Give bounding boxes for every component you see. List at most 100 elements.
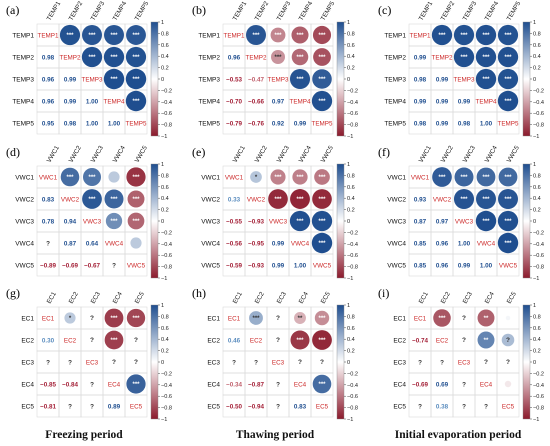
- panel-i: (i) EC1 EC2 EC3 EC4 EC5 EC1 EC2 EC3 EC4 EC5 EC1 ***?…: [378, 286, 544, 423]
- significance-mark: ***: [132, 382, 140, 388]
- diagonal-label: VWC4: [477, 241, 496, 248]
- correlation-circle: [476, 167, 496, 187]
- significance-mark: ***: [504, 197, 512, 203]
- colorbar-tick-label: 0.4: [161, 337, 169, 343]
- correlation-circle: [497, 90, 519, 112]
- significance-mark: ***: [460, 33, 468, 39]
- significance-mark: ***: [110, 219, 118, 225]
- row-tick-label: VWC2: [15, 197, 34, 204]
- colorbar-tick-label: 0.4: [533, 54, 541, 60]
- colorbar-tick-label: 0.6: [347, 185, 355, 191]
- row-tick-label: VWC4: [201, 241, 220, 248]
- colorbar-tick-label: 0: [533, 77, 536, 83]
- colorbar-tick-label: −0.4: [161, 100, 172, 106]
- column-tick-label: TEMP5: [320, 0, 337, 22]
- significance-mark: ***: [318, 33, 326, 39]
- coefficient-label: 0.96: [436, 263, 449, 270]
- column-tick-label: TEMP1: [46, 0, 63, 22]
- correlation-circle: [505, 315, 511, 321]
- correlation-circle: [311, 210, 333, 232]
- coefficient-label: 0.99: [272, 263, 285, 270]
- colorbar-tick-label: −1: [161, 276, 167, 282]
- significance-mark: ?: [320, 359, 324, 366]
- correlation-circle: [313, 48, 331, 66]
- correlation-circle: [126, 167, 146, 187]
- significance-mark: ***: [88, 33, 96, 39]
- correlation-circle: [475, 68, 497, 90]
- correlation-circle: [60, 167, 80, 187]
- coefficient-label: ?: [254, 360, 258, 367]
- colorbar-tick-label: 0: [533, 360, 536, 366]
- coefficient-label: 0.98: [42, 55, 55, 62]
- grid-cell: [124, 394, 148, 418]
- correlation-circle: [312, 374, 332, 394]
- significance-mark: ***: [318, 175, 326, 181]
- colorbar-tick-label: 1: [347, 20, 350, 26]
- panel-g: (g) EC1 EC2 EC3 EC4 EC5 EC1 EC2 EC3 EC4 EC5 EC1 *? **…: [6, 286, 172, 423]
- column-tick-label: TEMP3: [462, 0, 479, 22]
- colorbar-tick-label: −0.2: [533, 88, 544, 94]
- correlation-circle: [453, 24, 475, 46]
- significance-mark: ***: [318, 338, 326, 344]
- significance-mark: ***: [504, 33, 512, 39]
- coefficient-label: 0.69: [436, 382, 449, 389]
- coefficient-label: ?: [462, 382, 466, 389]
- column-tick-label: EC1: [418, 290, 430, 305]
- significance-mark: ***: [460, 197, 468, 203]
- colorbar-tick-label: 1: [533, 303, 536, 309]
- coefficient-label: 0.85: [414, 263, 427, 270]
- coefficient-label: ?: [68, 404, 72, 411]
- colorbar-tick-label: −0.6: [347, 111, 358, 117]
- coefficient-label: 1.00: [480, 121, 493, 128]
- significance-mark: ***: [132, 175, 140, 181]
- column-tick-label: EC1: [232, 290, 244, 305]
- diagonal-label: TEMP4: [290, 99, 311, 106]
- coefficient-label: −0.66: [248, 99, 264, 106]
- coefficient-label: ?: [462, 404, 466, 411]
- row-tick-label: EC2: [207, 338, 220, 345]
- colorbar-tick-label: −0.8: [347, 265, 358, 271]
- correlation-circle: [82, 189, 102, 209]
- colorbar-tick-label: 0.4: [161, 196, 169, 202]
- colorbar: [150, 163, 159, 279]
- column-tick-label: VWC4: [112, 144, 127, 164]
- significance-mark: ***: [132, 33, 140, 39]
- significance-mark: ***: [88, 175, 96, 181]
- coefficient-label: ?: [418, 404, 422, 411]
- row-tick-label: TEMP5: [12, 121, 34, 128]
- grid-cell: [124, 253, 148, 277]
- colorbar-tick-label: 0.6: [161, 185, 169, 191]
- significance-mark: ***: [110, 316, 118, 322]
- coefficient-label: 0.87: [64, 241, 77, 248]
- diagonal-label: EC5: [502, 404, 515, 411]
- column-tick-label: TEMP2: [254, 0, 271, 22]
- panel-a: (a) TEMP1 TEMP2 TEMP3 TEMP4 TEMP5 TEMP1 TEMP2 TE…: [6, 0, 172, 140]
- correlation-circle: [497, 46, 519, 68]
- column-tick-label: TEMP4: [112, 0, 129, 22]
- correlation-circle: [59, 24, 81, 46]
- correlation-circle: [312, 69, 332, 89]
- row-tick-label: VWC3: [387, 219, 406, 226]
- correlation-circle: [291, 26, 309, 44]
- colorbar-tick-label: −0.8: [533, 406, 544, 412]
- significance-mark: ***: [482, 197, 490, 203]
- colorbar-tick-label: −0.6: [533, 253, 544, 259]
- correlation-circle: [453, 188, 475, 210]
- caption-initial-evaporation: Initial evaporation period: [395, 429, 522, 441]
- colorbar-tick-label: −0.6: [347, 394, 358, 400]
- coefficient-label: 0.99: [414, 99, 427, 106]
- row-tick-label: EC3: [393, 360, 406, 367]
- colorbar: [150, 304, 159, 420]
- coefficient-label: 0.98: [64, 121, 77, 128]
- colorbar-tick-label: 0.6: [533, 43, 541, 49]
- diagonal-label: VWC1: [225, 175, 244, 182]
- correlation-circle: [127, 212, 145, 230]
- significance-mark: ***: [438, 175, 446, 181]
- correlation-circle: [82, 167, 102, 187]
- colorbar-tick-label: 0.4: [347, 54, 355, 60]
- correlation-circle: [294, 312, 306, 324]
- colorbar-tick-label: 0.2: [161, 66, 169, 72]
- coefficient-label: −0.47: [248, 77, 264, 84]
- diagonal-label: TEMP1: [224, 33, 245, 40]
